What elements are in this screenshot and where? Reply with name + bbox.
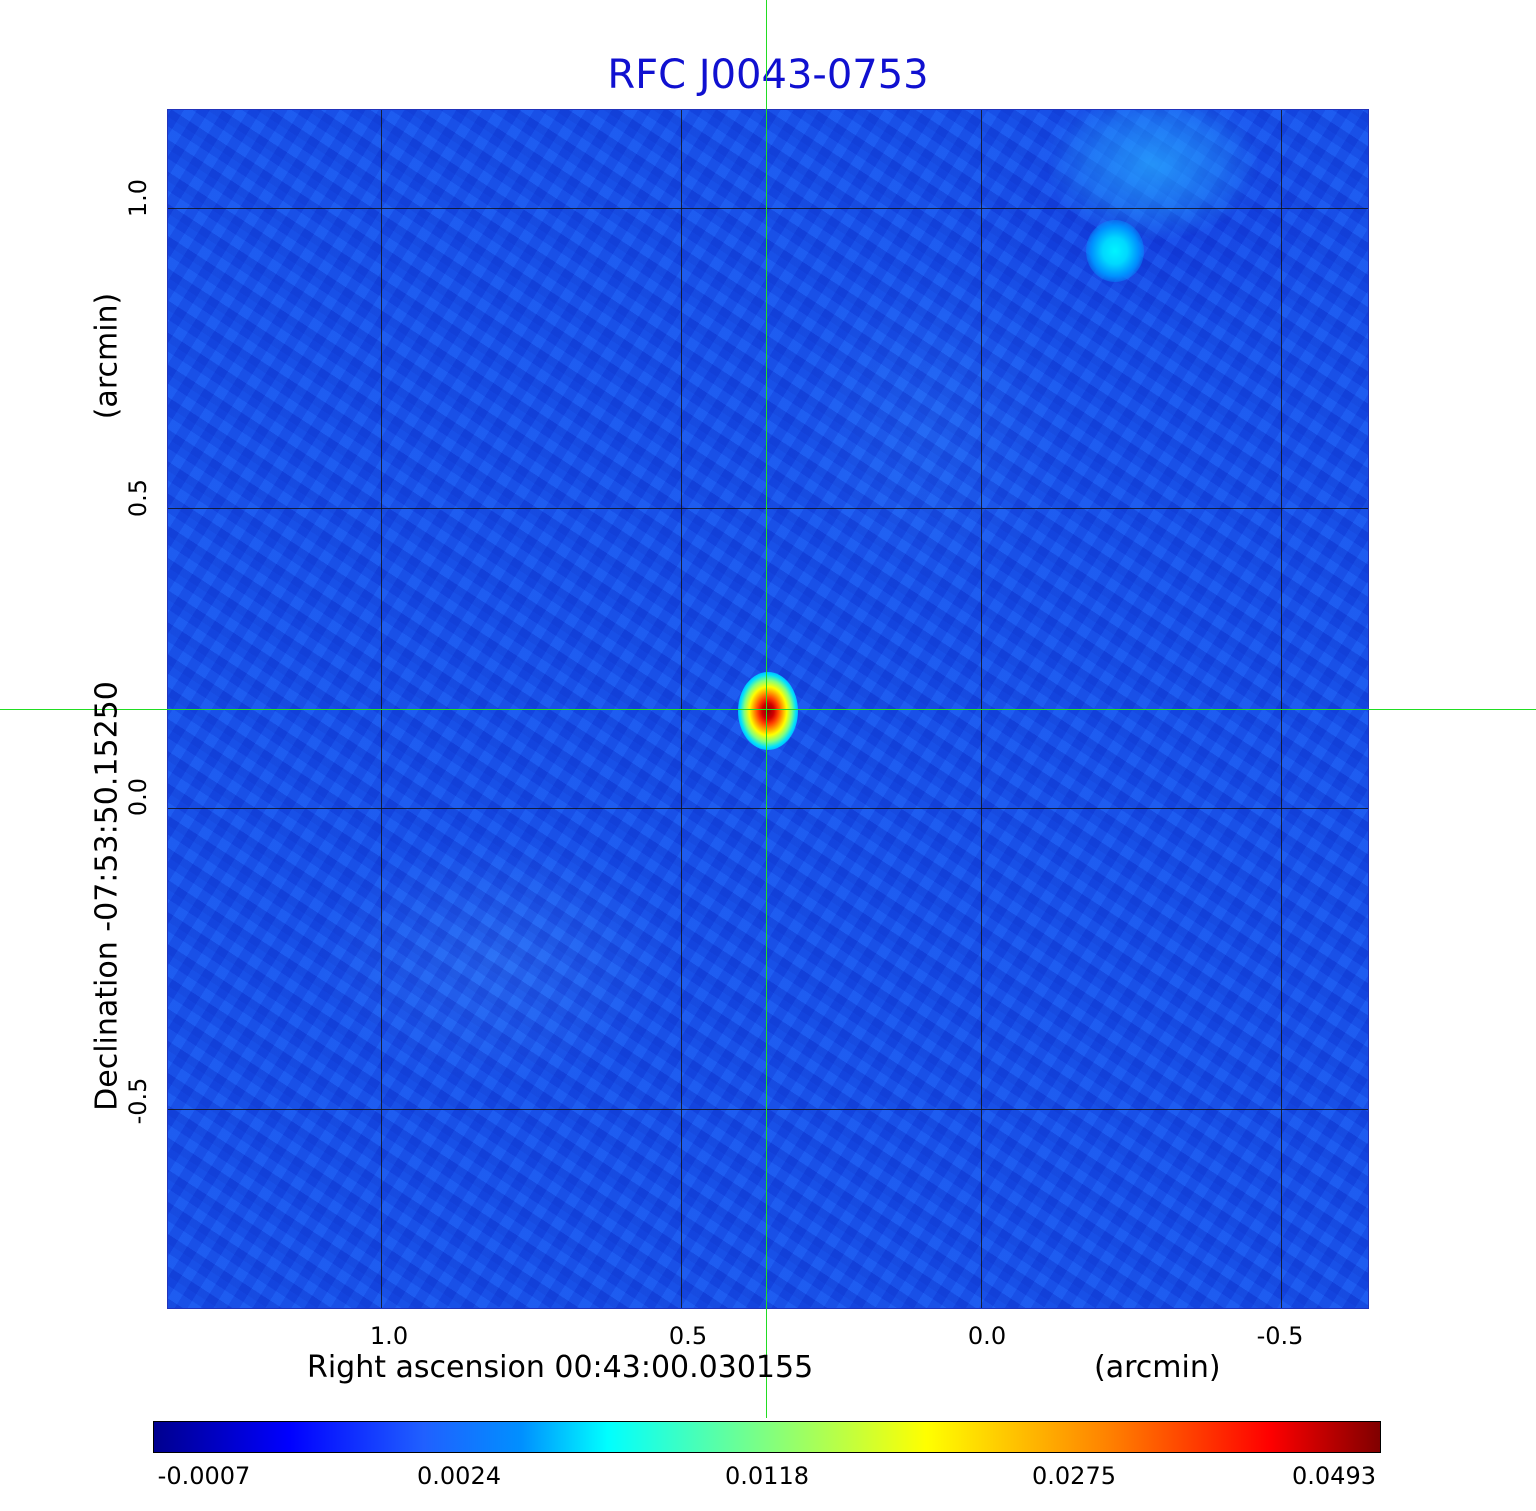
colorbar-tick-label: 0.0024 xyxy=(417,1462,501,1490)
grid-line-horizontal xyxy=(168,1108,1368,1110)
main-source xyxy=(738,672,798,750)
x-axis-unit: (arcmin) xyxy=(1094,1350,1221,1385)
grid-line-horizontal xyxy=(168,207,1368,209)
colorbar-tick-label: 0.0493 xyxy=(1292,1462,1376,1490)
crosshair-horizontal xyxy=(0,709,1536,710)
x-tick-label: 1.0 xyxy=(369,1322,409,1350)
colorbar xyxy=(153,1421,1381,1453)
y-tick-label: -0.5 xyxy=(124,1077,152,1125)
y-axis-label: Declination -07:53:50.15250 xyxy=(89,681,125,1111)
diffuse-emission-region xyxy=(1048,110,1258,240)
x-tick-label: 0.5 xyxy=(668,1322,708,1350)
y-tick-label: 0.5 xyxy=(124,478,152,518)
y-axis-unit: (arcmin) xyxy=(89,292,125,420)
x-tick-label: -0.5 xyxy=(1256,1322,1304,1350)
x-axis-label: Right ascension 00:43:00.030155 xyxy=(307,1350,814,1385)
colorbar-tick-label: 0.0118 xyxy=(725,1462,809,1490)
colorbar-tick-label: 0.0275 xyxy=(1032,1462,1116,1490)
y-tick-label: 1.0 xyxy=(124,178,152,218)
chart-title: RFC J0043-0753 xyxy=(607,52,929,98)
x-tick-label: 0.0 xyxy=(967,1322,1007,1350)
grid-line-horizontal xyxy=(168,508,1368,510)
y-tick-label: 0.0 xyxy=(124,777,152,817)
colorbar-tick-label: -0.0007 xyxy=(157,1462,251,1490)
secondary-source xyxy=(1086,220,1144,282)
grid-line-horizontal xyxy=(168,808,1368,810)
